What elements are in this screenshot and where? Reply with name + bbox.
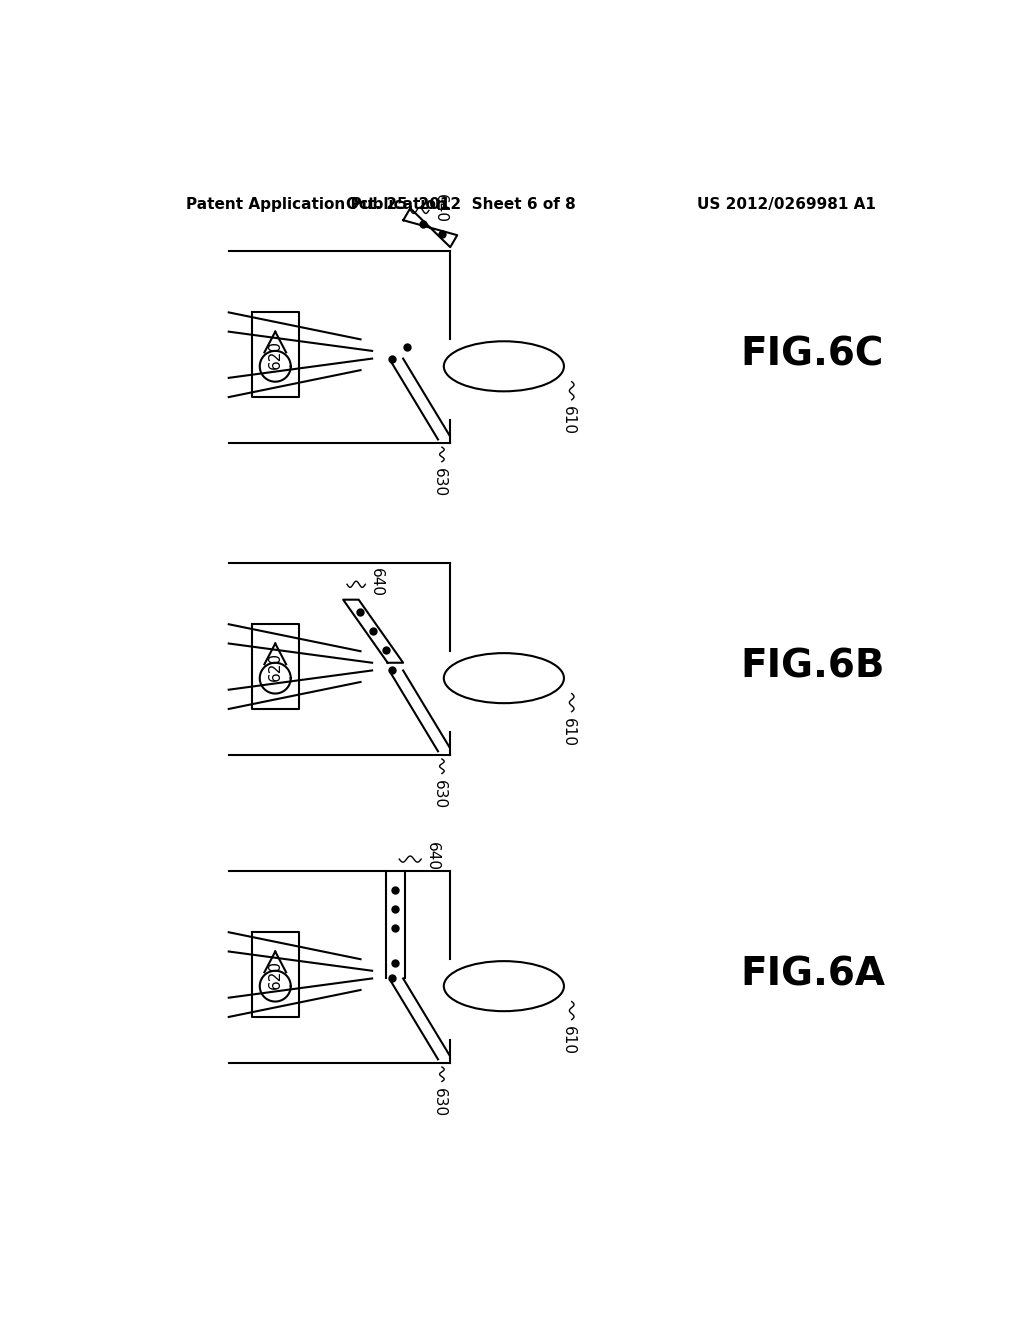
Text: 640: 640 [370,568,384,597]
Text: 640: 640 [433,194,447,223]
Text: 610: 610 [561,407,577,436]
Text: Patent Application Publication: Patent Application Publication [186,197,446,213]
Text: 620: 620 [267,652,283,681]
Text: 640: 640 [425,842,440,871]
Text: 620: 620 [267,960,283,989]
Text: FIG.6B: FIG.6B [740,648,885,685]
Text: 630: 630 [432,467,447,496]
Text: 610: 610 [561,1026,577,1055]
Text: FIG.6A: FIG.6A [740,956,886,994]
Text: 620: 620 [267,341,283,370]
Text: 610: 610 [561,718,577,747]
Text: US 2012/0269981 A1: US 2012/0269981 A1 [697,197,877,213]
Text: 630: 630 [432,1088,447,1117]
Text: FIG.6C: FIG.6C [740,335,884,374]
Text: 630: 630 [432,780,447,809]
Text: Oct. 25, 2012  Sheet 6 of 8: Oct. 25, 2012 Sheet 6 of 8 [346,197,577,213]
